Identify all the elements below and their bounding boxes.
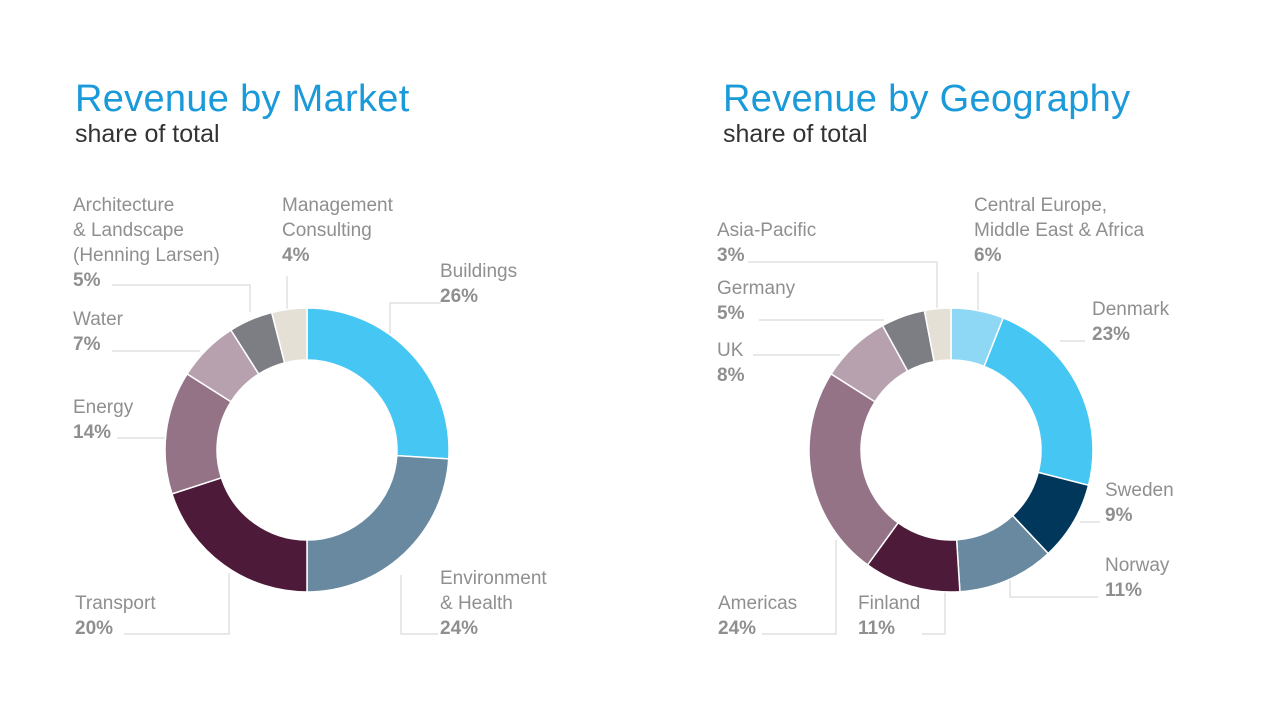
slice-percent: 20%: [75, 618, 114, 639]
market-donut-chart: [112, 276, 450, 635]
slice-label-text: Central Europe,: [974, 195, 1108, 216]
leader-line: [389, 302, 441, 340]
slice-label: Environment & Health 24%: [440, 566, 547, 641]
slice-percent: 7%: [73, 334, 101, 355]
slice-percent: 14%: [73, 422, 112, 443]
geography-donut-chart: [748, 261, 1100, 635]
slice-label-text: Environment: [440, 568, 547, 589]
slice-label-text: Norway: [1105, 555, 1170, 576]
donut-slice: [171, 476, 308, 593]
slice-label-text: Finland: [858, 593, 921, 614]
slice-label: Water 7%: [73, 307, 123, 357]
slice-label: Finland 11%: [858, 591, 920, 641]
slice-label: Germany 5%: [717, 276, 795, 326]
slice-label-text: Architecture: [73, 195, 175, 216]
slice-percent: 26%: [440, 286, 479, 307]
donut-slice: [808, 372, 900, 566]
slice-label-text: Buildings: [440, 261, 518, 282]
slice-label-text: Americas: [718, 593, 798, 614]
leader-line: [1009, 572, 1098, 598]
slice-percent: 24%: [718, 618, 757, 639]
donut-slice: [923, 307, 952, 363]
leader-line: [400, 575, 438, 635]
slice-label: Management Consulting 4%: [282, 193, 393, 268]
slice-percent: 11%: [858, 618, 895, 639]
slice-label-text: Asia-Pacific: [717, 220, 817, 241]
slice-percent: 24%: [440, 618, 479, 639]
slice-label-text: Transport: [75, 593, 156, 614]
slice-label: Norway 11%: [1105, 553, 1169, 603]
slice-label-text: Water: [73, 309, 123, 330]
donut-slice: [983, 316, 1094, 487]
slice-label-text: Consulting: [282, 220, 372, 241]
slice-label: Transport 20%: [75, 591, 156, 641]
donut-slice: [306, 307, 450, 460]
slice-label-text: Sweden: [1105, 480, 1174, 501]
slice-label: Energy 14%: [73, 395, 133, 445]
slice-label-text: & Health: [440, 593, 513, 614]
slice-label: Buildings 26%: [440, 259, 517, 309]
leader-line: [112, 284, 251, 312]
slice-percent: 23%: [1092, 324, 1131, 345]
leader-line: [762, 540, 837, 635]
chart-subtitle: share of total: [723, 120, 868, 148]
market-chart-panel: Revenue by Market share of total Buildin…: [73, 78, 547, 641]
slice-label-text: Denmark: [1092, 299, 1170, 320]
chart-title: Revenue by Market: [75, 78, 410, 120]
slice-label: Central Europe, Middle East & Africa 6%: [974, 193, 1144, 268]
slice-percent: 5%: [73, 270, 101, 291]
slice-percent: 3%: [717, 245, 745, 266]
chart-subtitle: share of total: [75, 120, 220, 148]
donut-slice: [270, 307, 308, 364]
slice-label-text: UK: [717, 340, 744, 361]
slice-percent: 11%: [1105, 580, 1142, 601]
slice-label: UK 8%: [717, 338, 744, 388]
leader-line: [748, 261, 938, 312]
slice-label-text: Middle East & Africa: [974, 220, 1145, 241]
slice-percent: 5%: [717, 303, 745, 324]
donut-slice: [306, 454, 450, 593]
slice-percent: 9%: [1105, 505, 1133, 526]
slice-label-text: Energy: [73, 397, 134, 418]
slice-label-text: (Henning Larsen): [73, 245, 220, 266]
slice-label-text: & Landscape: [73, 220, 184, 241]
slice-percent: 4%: [282, 245, 310, 266]
slice-label: Americas 24%: [718, 591, 797, 641]
leader-line: [922, 590, 946, 635]
slice-label: Architecture & Landscape (Henning Larsen) 5…: [73, 193, 220, 293]
slice-label: Denmark 23%: [1092, 297, 1169, 347]
slice-percent: 6%: [974, 245, 1002, 266]
slice-label: Sweden 9%: [1105, 478, 1174, 528]
slice-label: Asia-Pacific 3%: [717, 218, 816, 268]
geography-chart-panel: Revenue by Geography share of total Cent…: [640, 0, 1280, 720]
slice-label-text: Germany: [717, 278, 796, 299]
leader-line: [124, 573, 230, 635]
slice-label-text: Management: [282, 195, 393, 216]
slice-percent: 8%: [717, 365, 745, 386]
chart-title: Revenue by Geography: [723, 78, 1131, 120]
